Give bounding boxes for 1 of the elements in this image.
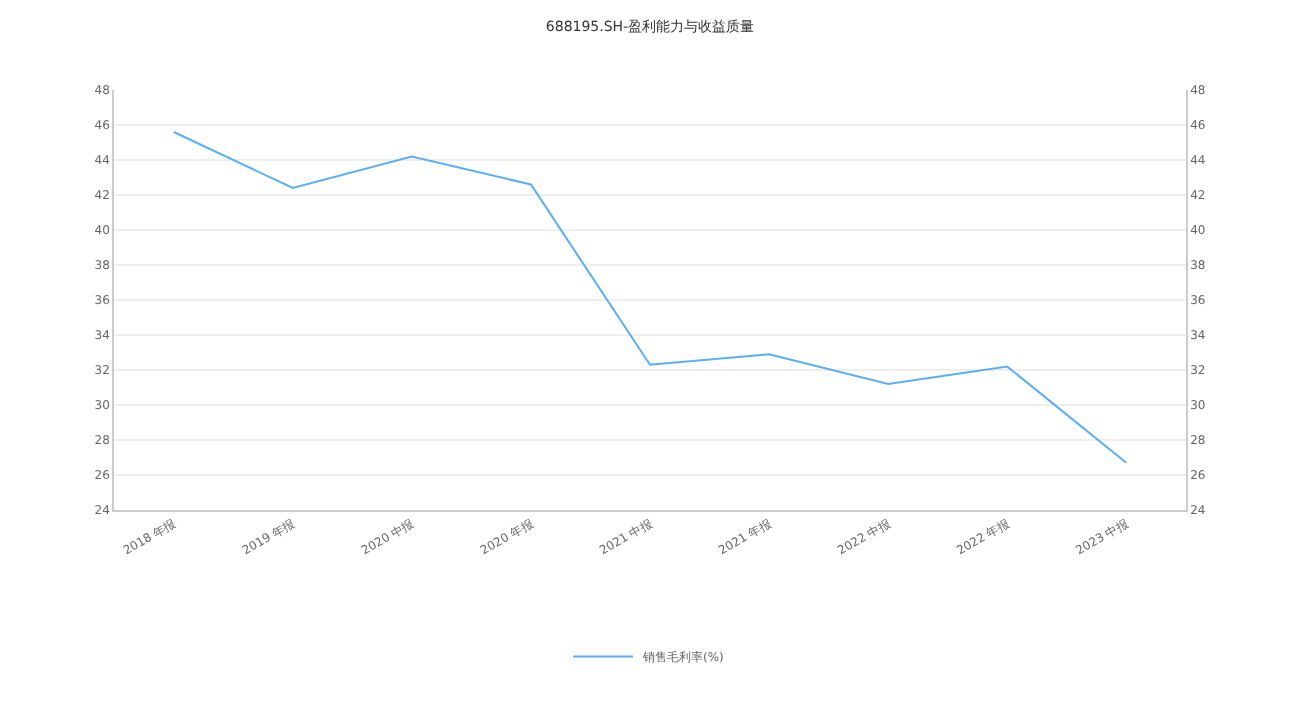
line-series bbox=[172, 131, 1128, 464]
